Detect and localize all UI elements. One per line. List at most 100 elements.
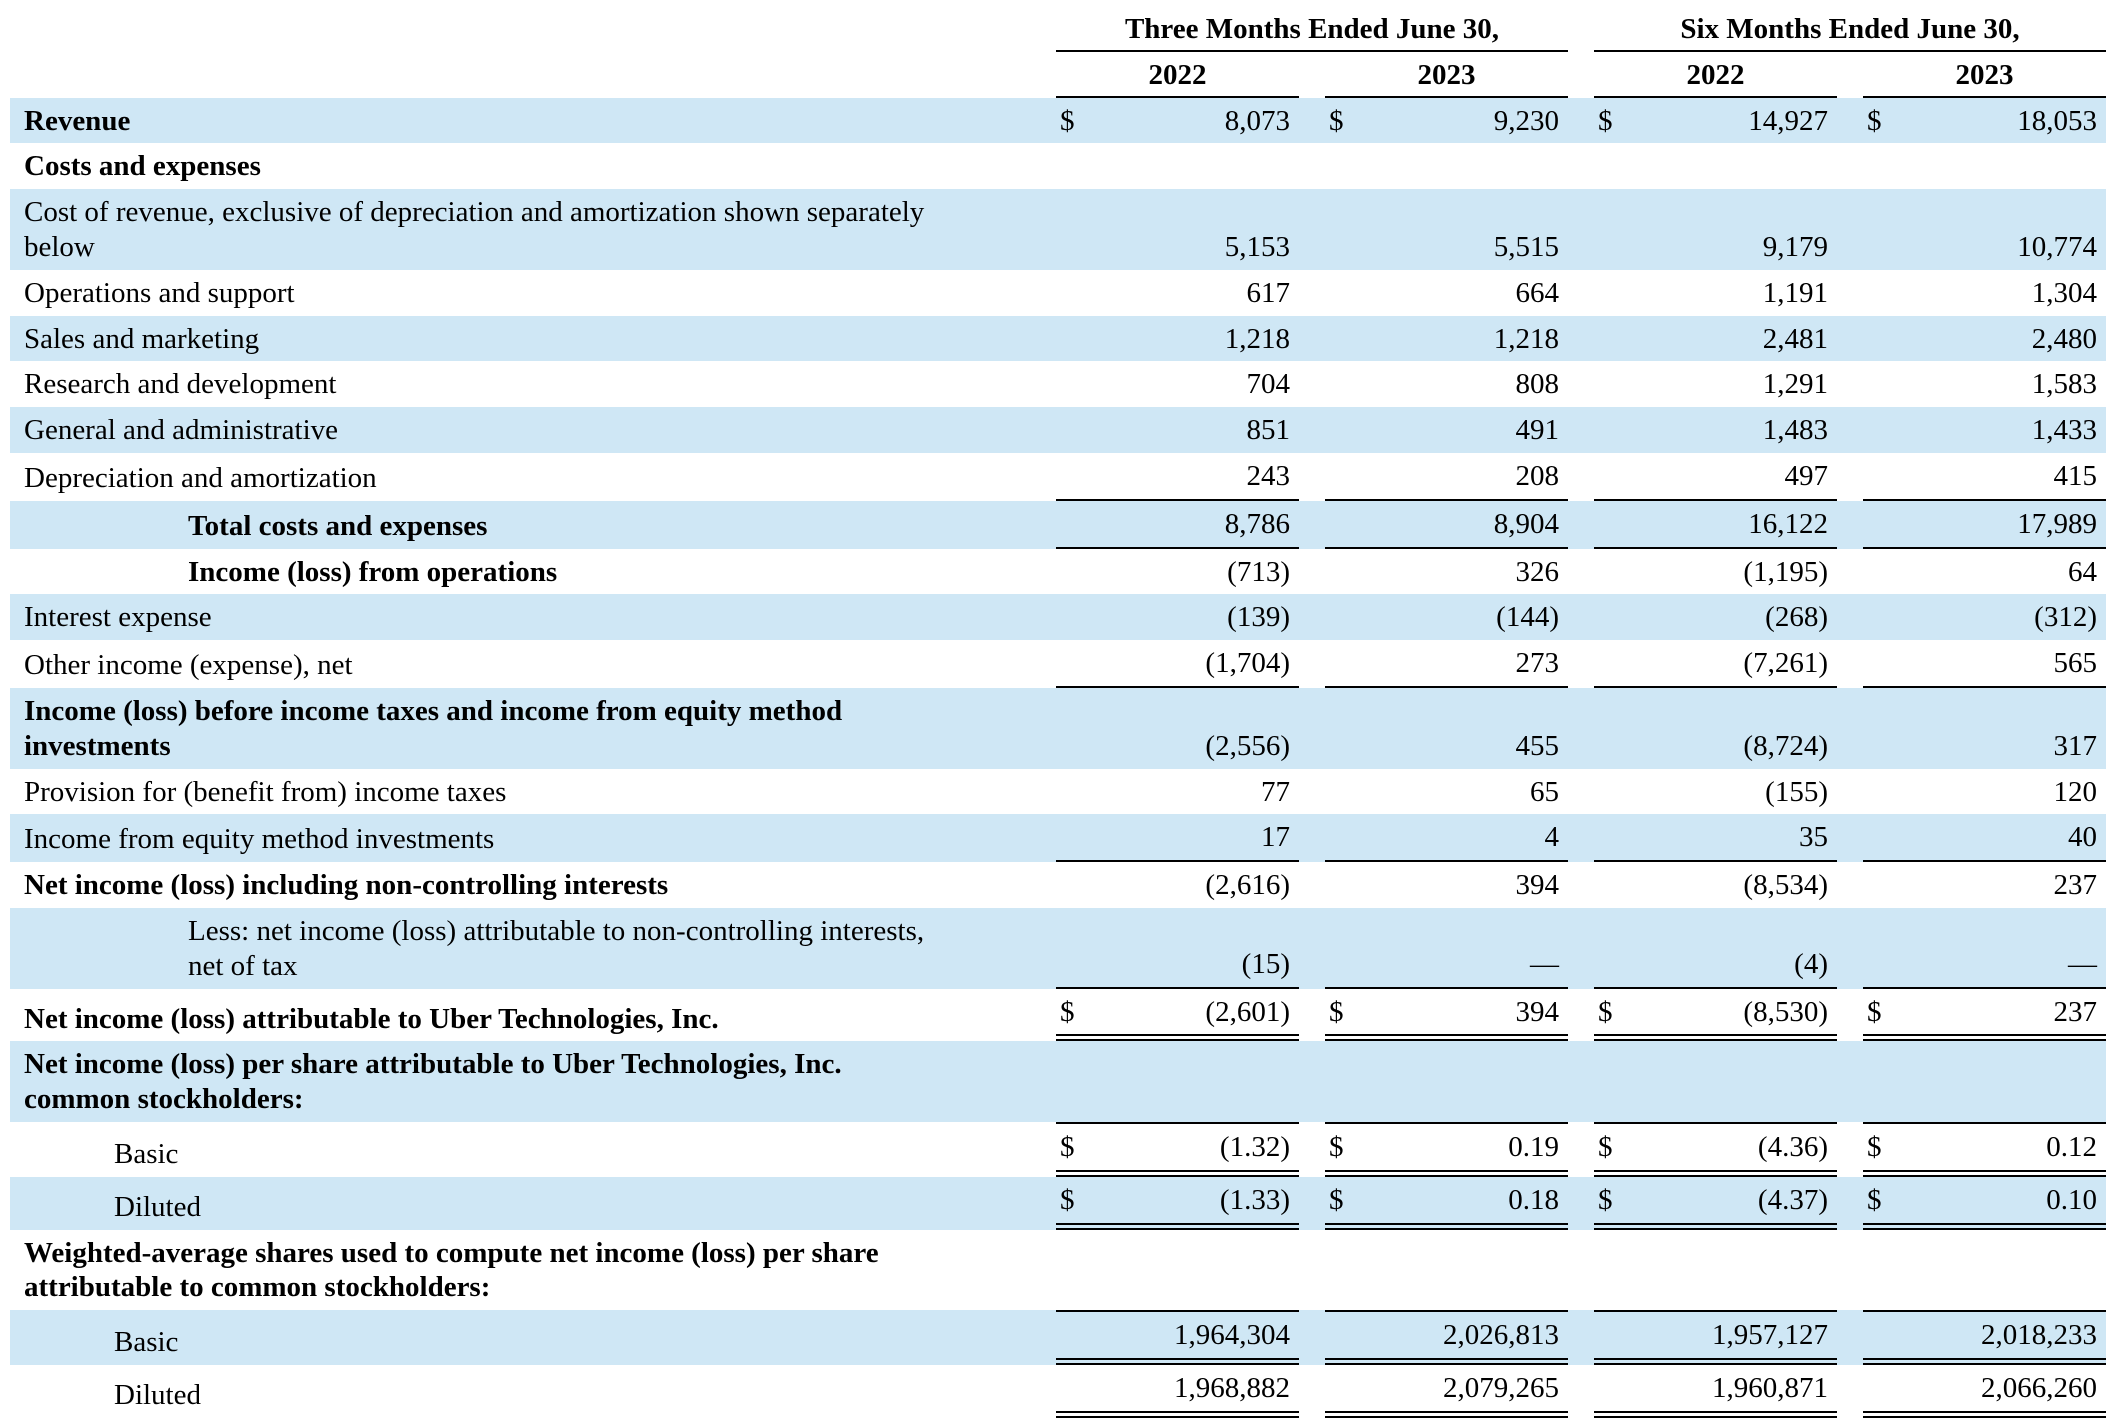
- value-cell-3m-2023: $ 9,230: [1325, 98, 1568, 144]
- value: 8,073: [1224, 104, 1290, 137]
- value-cell-6m-2022: [1594, 1041, 1837, 1122]
- value-cell-3m-2022: $ (1.33): [1056, 1177, 1299, 1230]
- value: 14,927: [1748, 104, 1828, 137]
- value-cell-6m-2022: (7,261): [1594, 640, 1837, 688]
- value-cell-3m-2023: $ 0.18: [1325, 1177, 1568, 1230]
- value-cell-6m-2022: (268): [1594, 594, 1837, 640]
- table-row: Diluted $ (1.33) $ 0.18 $ (4.37) $ 0.10: [10, 1176, 2106, 1230]
- value: —: [1530, 947, 1559, 980]
- value-cell-3m-2022: 1,218: [1056, 316, 1299, 362]
- value-cell-3m-2023: 455: [1325, 688, 1568, 769]
- table-row: Depreciation and amortization 243 208 49…: [10, 453, 2106, 501]
- row-label: Costs and expenses: [24, 150, 261, 183]
- value: (2,616): [1205, 869, 1290, 902]
- value: 40: [2068, 821, 2097, 854]
- value-cell-6m-2022: (8,534): [1594, 862, 1837, 908]
- table-body: Revenue $ 8,073 $ 9,230 $ 14,927 $ 18,05…: [10, 97, 2106, 1418]
- value: 415: [2053, 459, 2098, 492]
- value: 0.12: [2046, 1130, 2097, 1163]
- value: (268): [1765, 601, 1828, 634]
- value-cell-6m-2023: —: [1863, 908, 2106, 989]
- row-label: Income (loss) before income taxes and in…: [24, 694, 843, 762]
- dollar-sign: $: [1329, 1183, 1344, 1216]
- value: 455: [1515, 729, 1560, 762]
- value: 273: [1515, 647, 1560, 680]
- value: 8,786: [1224, 507, 1290, 540]
- value: (1,195): [1743, 555, 1828, 588]
- value-cell-6m-2023: 2,066,260: [1863, 1365, 2106, 1418]
- value: 1,218: [1224, 322, 1290, 355]
- table-row: Less: net income (loss) attributable to …: [10, 907, 2106, 989]
- value-cell-6m-2023: 10,774: [1863, 189, 2106, 270]
- value: (155): [1765, 775, 1828, 808]
- value: 491: [1515, 414, 1560, 447]
- value: (144): [1496, 601, 1559, 634]
- value: 10,774: [2017, 230, 2097, 263]
- year-header-6m-2023: 2023: [1863, 52, 2106, 98]
- value-cell-6m-2023: $ 0.12: [1863, 1121, 2106, 1177]
- value-cell-3m-2022: 1,968,882: [1056, 1365, 1299, 1418]
- value-cell-6m-2023: [1863, 1041, 2106, 1122]
- value-cell-6m-2022: [1594, 143, 1837, 189]
- value: 0.10: [2046, 1183, 2097, 1216]
- table-row: Sales and marketing 1,218 1,218 2,481 2,…: [10, 315, 2106, 362]
- value: (4.37): [1757, 1183, 1828, 1216]
- table-row: Income (loss) before income taxes and in…: [10, 687, 2106, 769]
- value: 1,960,871: [1712, 1371, 1828, 1404]
- value-cell-6m-2023: 120: [1863, 769, 2106, 815]
- value-cell-3m-2022: [1056, 1230, 1299, 1311]
- value-cell-3m-2022: 704: [1056, 361, 1299, 407]
- value: 65: [1530, 775, 1559, 808]
- table-row: Interest expense (139) (144) (268) (312): [10, 594, 2106, 641]
- value-cell-6m-2022: [1594, 1230, 1837, 1311]
- value: 851: [1246, 414, 1291, 447]
- dollar-sign: $: [1867, 995, 1882, 1028]
- value: 326: [1515, 555, 1560, 588]
- table-row: Research and development 704 808 1,291 1…: [10, 361, 2106, 407]
- value-cell-6m-2023: 1,433: [1863, 407, 2106, 453]
- year-header-6m-2022: 2022: [1594, 52, 1837, 98]
- row-label: Provision for (benefit from) income taxe…: [24, 775, 507, 808]
- table-row: Income from equity method investments 17…: [10, 814, 2106, 863]
- value: 317: [2053, 729, 2098, 762]
- value-cell-3m-2022: (139): [1056, 594, 1299, 640]
- dollar-sign: $: [1598, 1130, 1613, 1163]
- value-cell-6m-2023: [1863, 143, 2106, 189]
- dollar-sign: $: [1329, 995, 1344, 1028]
- value: 1,968,882: [1174, 1371, 1290, 1404]
- value-cell-6m-2023: $ 18,053: [1863, 98, 2106, 144]
- value-cell-6m-2022: 2,481: [1594, 316, 1837, 362]
- value-cell-6m-2023: 40: [1863, 814, 2106, 863]
- value: 1,483: [1762, 414, 1828, 447]
- dollar-sign: $: [1598, 995, 1613, 1028]
- value-cell-3m-2022: 243: [1056, 453, 1299, 501]
- value-cell-6m-2023: 1,583: [1863, 361, 2106, 407]
- value: (8,534): [1743, 869, 1828, 902]
- value: (713): [1227, 555, 1290, 588]
- value: (1.33): [1219, 1183, 1290, 1216]
- table-row: Revenue $ 8,073 $ 9,230 $ 14,927 $ 18,05…: [10, 97, 2106, 144]
- value: 1,304: [2031, 276, 2097, 309]
- value-cell-6m-2022: 1,291: [1594, 361, 1837, 407]
- value: (15): [1241, 947, 1290, 980]
- value: 9,230: [1493, 104, 1559, 137]
- row-label: Less: net income (loss) attributable to …: [188, 914, 925, 982]
- value: 394: [1515, 869, 1560, 902]
- value: 617: [1246, 276, 1291, 309]
- value-cell-6m-2022: 497: [1594, 453, 1837, 501]
- value: (8,724): [1743, 729, 1828, 762]
- table-row: Provision for (benefit from) income taxe…: [10, 769, 2106, 815]
- value: 2,480: [2031, 322, 2097, 355]
- value: 1,191: [1762, 276, 1828, 309]
- value: (4.36): [1757, 1130, 1828, 1163]
- table-row: Basic $ (1.32) $ 0.19 $ (4.36) $ 0.12: [10, 1121, 2106, 1177]
- value: (139): [1227, 601, 1290, 634]
- value-cell-3m-2022: $ (1.32): [1056, 1121, 1299, 1177]
- value-cell-6m-2022: (1,195): [1594, 549, 1837, 595]
- value: 1,583: [2031, 368, 2097, 401]
- value: (1.32): [1219, 1130, 1290, 1163]
- value-cell-3m-2022: 17: [1056, 814, 1299, 863]
- value: (7,261): [1743, 647, 1828, 680]
- row-label: Income from equity method investments: [24, 823, 495, 856]
- value-cell-3m-2022: 5,153: [1056, 189, 1299, 270]
